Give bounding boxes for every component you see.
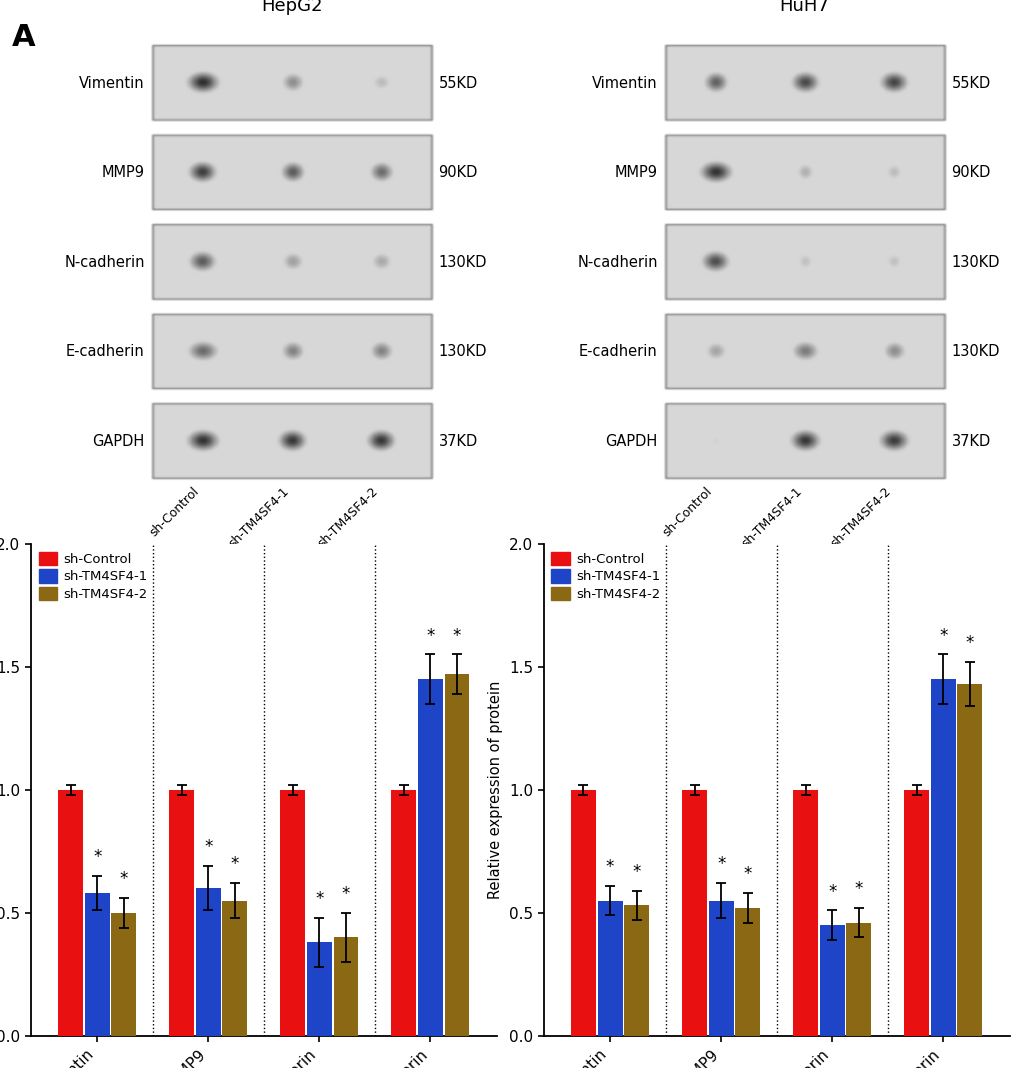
Text: 55KD: 55KD [438, 76, 477, 91]
Text: *: * [119, 870, 128, 889]
Bar [930, 679, 955, 1036]
Bar [682, 790, 706, 1036]
Text: MMP9: MMP9 [614, 166, 657, 180]
Text: Vimentin: Vimentin [592, 76, 657, 91]
Text: 37KD: 37KD [951, 434, 989, 449]
Bar [111, 913, 137, 1036]
Bar [957, 684, 981, 1036]
Text: sh-Control: sh-Control [148, 485, 202, 539]
Text: HuH7: HuH7 [779, 0, 828, 15]
Legend: sh-Control, sh-TM4SF4-1, sh-TM4SF4-2: sh-Control, sh-TM4SF4-1, sh-TM4SF4-2 [37, 550, 149, 602]
Text: *: * [827, 882, 836, 900]
Text: E-cadherin: E-cadherin [66, 344, 145, 359]
Bar [793, 790, 817, 1036]
Bar [735, 908, 759, 1036]
Bar [418, 679, 442, 1036]
Text: sh-TM4SF4-2: sh-TM4SF4-2 [315, 485, 380, 550]
Bar [597, 900, 622, 1036]
Bar [58, 790, 83, 1036]
Legend: sh-Control, sh-TM4SF4-1, sh-TM4SF4-2: sh-Control, sh-TM4SF4-1, sh-TM4SF4-2 [549, 550, 661, 602]
Bar [708, 900, 733, 1036]
Text: sh-TM4SF4-1: sh-TM4SF4-1 [739, 485, 804, 550]
Text: *: * [632, 863, 640, 881]
Text: Vimentin: Vimentin [79, 76, 145, 91]
Text: HepG2: HepG2 [261, 0, 322, 15]
Text: sh-Control: sh-Control [659, 485, 714, 539]
Bar [846, 923, 870, 1036]
Text: *: * [965, 634, 973, 651]
Text: 130KD: 130KD [951, 344, 999, 359]
Bar [391, 790, 416, 1036]
Text: *: * [716, 855, 725, 874]
Text: E-cadherin: E-cadherin [579, 344, 657, 359]
Text: *: * [426, 627, 434, 645]
Bar [169, 790, 194, 1036]
Bar [196, 889, 220, 1036]
Text: *: * [93, 848, 101, 866]
Text: GAPDH: GAPDH [93, 434, 145, 449]
Text: 130KD: 130KD [438, 255, 487, 270]
Bar [444, 674, 469, 1036]
Text: 130KD: 130KD [438, 344, 487, 359]
Text: 55KD: 55KD [951, 76, 989, 91]
Bar [280, 790, 305, 1036]
Text: GAPDH: GAPDH [605, 434, 657, 449]
Text: *: * [230, 855, 238, 874]
Text: N-cadherin: N-cadherin [577, 255, 657, 270]
Text: *: * [315, 890, 323, 908]
Text: 130KD: 130KD [951, 255, 999, 270]
Bar [222, 900, 247, 1036]
Text: 90KD: 90KD [438, 166, 478, 180]
Text: *: * [938, 627, 947, 645]
Bar [85, 893, 109, 1036]
Text: A: A [12, 23, 36, 52]
Text: *: * [854, 880, 862, 898]
Bar [307, 942, 331, 1036]
Bar [819, 925, 844, 1036]
Text: *: * [452, 627, 461, 645]
Y-axis label: Relative expression of protein: Relative expression of protein [488, 680, 503, 899]
Text: 37KD: 37KD [438, 434, 477, 449]
Bar [571, 790, 595, 1036]
Bar [903, 790, 928, 1036]
Text: sh-TM4SF4-1: sh-TM4SF4-1 [226, 485, 291, 550]
Bar [333, 938, 358, 1036]
Text: 90KD: 90KD [951, 166, 989, 180]
Text: *: * [743, 865, 751, 883]
Text: MMP9: MMP9 [102, 166, 145, 180]
Text: N-cadherin: N-cadherin [64, 255, 145, 270]
Text: *: * [204, 838, 212, 857]
Text: sh-TM4SF4-2: sh-TM4SF4-2 [827, 485, 893, 550]
Text: *: * [341, 885, 350, 904]
Text: *: * [605, 858, 613, 876]
Bar [624, 906, 648, 1036]
